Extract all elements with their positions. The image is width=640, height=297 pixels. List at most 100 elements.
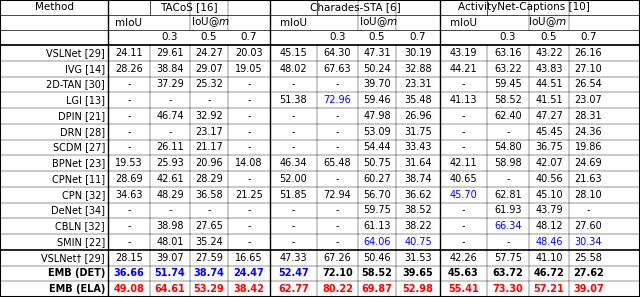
Text: 69.87: 69.87 — [362, 284, 392, 294]
Text: 48.12: 48.12 — [535, 221, 563, 231]
Text: 30.19: 30.19 — [404, 48, 432, 58]
Text: 24.47: 24.47 — [234, 268, 264, 278]
Text: -: - — [336, 205, 339, 215]
Text: -: - — [127, 79, 131, 89]
Text: 20.96: 20.96 — [195, 158, 223, 168]
Text: 21.25: 21.25 — [235, 189, 263, 200]
Text: 46.34: 46.34 — [280, 158, 307, 168]
Text: 2D-TAN [30]: 2D-TAN [30] — [46, 79, 105, 89]
Text: 43.79: 43.79 — [535, 205, 563, 215]
Text: 62.81: 62.81 — [494, 189, 522, 200]
Text: 26.96: 26.96 — [404, 111, 432, 121]
Text: 47.33: 47.33 — [280, 253, 307, 263]
Text: LGI [13]: LGI [13] — [66, 95, 105, 105]
Text: 42.07: 42.07 — [535, 158, 563, 168]
Text: 45.63: 45.63 — [448, 268, 479, 278]
Text: 0.3: 0.3 — [162, 32, 179, 42]
Text: -: - — [461, 237, 465, 247]
Text: 38.84: 38.84 — [156, 64, 184, 74]
Text: 51.38: 51.38 — [280, 95, 307, 105]
Text: 25.93: 25.93 — [156, 158, 184, 168]
Text: -: - — [336, 142, 339, 152]
Text: IoU@$m$: IoU@$m$ — [528, 16, 567, 29]
Text: -: - — [461, 221, 465, 231]
Text: -: - — [127, 95, 131, 105]
Text: 38.74: 38.74 — [193, 268, 225, 278]
Text: DeNet [34]: DeNet [34] — [51, 205, 105, 215]
Text: 39.07: 39.07 — [573, 284, 604, 294]
Text: 31.53: 31.53 — [404, 253, 432, 263]
Text: 19.53: 19.53 — [115, 158, 143, 168]
Text: EMB (ELA): EMB (ELA) — [49, 284, 105, 294]
Text: 61.13: 61.13 — [364, 221, 391, 231]
Text: 50.24: 50.24 — [363, 64, 391, 74]
Text: 26.54: 26.54 — [575, 79, 602, 89]
Text: -: - — [127, 142, 131, 152]
Text: 23.07: 23.07 — [575, 95, 602, 105]
Text: 46.74: 46.74 — [156, 111, 184, 121]
Text: 62.77: 62.77 — [278, 284, 309, 294]
Text: -: - — [207, 95, 211, 105]
Text: 41.51: 41.51 — [535, 95, 563, 105]
Text: -: - — [336, 79, 339, 89]
Text: 45.10: 45.10 — [535, 189, 563, 200]
Text: -: - — [168, 205, 172, 215]
Text: 0.5: 0.5 — [369, 32, 385, 42]
Text: 54.44: 54.44 — [363, 142, 391, 152]
Text: 67.26: 67.26 — [324, 253, 351, 263]
Text: 80.22: 80.22 — [322, 284, 353, 294]
Text: 36.62: 36.62 — [404, 189, 432, 200]
Text: 27.60: 27.60 — [575, 221, 602, 231]
Text: 57.21: 57.21 — [534, 284, 564, 294]
Text: 34.63: 34.63 — [115, 189, 143, 200]
Text: -: - — [127, 111, 131, 121]
Text: mIoU: mIoU — [115, 18, 143, 28]
Text: mIoU: mIoU — [450, 18, 477, 28]
Text: -: - — [168, 127, 172, 137]
Text: VSLNet [29]: VSLNet [29] — [46, 48, 105, 58]
Text: 58.98: 58.98 — [494, 158, 522, 168]
Text: 36.66: 36.66 — [114, 268, 145, 278]
Text: 56.70: 56.70 — [363, 189, 391, 200]
Text: -: - — [292, 237, 295, 247]
Text: DRN [28]: DRN [28] — [60, 127, 105, 137]
Text: -: - — [506, 174, 509, 184]
Text: 72.94: 72.94 — [324, 189, 351, 200]
Text: 0.5: 0.5 — [541, 32, 557, 42]
Text: 63.22: 63.22 — [494, 64, 522, 74]
Text: 60.27: 60.27 — [363, 174, 391, 184]
Text: -: - — [336, 237, 339, 247]
Text: 62.40: 62.40 — [494, 111, 522, 121]
Text: 58.52: 58.52 — [362, 268, 392, 278]
Text: 61.93: 61.93 — [494, 205, 522, 215]
Text: 38.74: 38.74 — [404, 174, 432, 184]
Text: 42.61: 42.61 — [156, 174, 184, 184]
Text: 46.72: 46.72 — [534, 268, 564, 278]
Text: EMB (DET): EMB (DET) — [47, 268, 105, 278]
Text: 0.5: 0.5 — [201, 32, 217, 42]
Text: 35.24: 35.24 — [195, 237, 223, 247]
Text: -: - — [247, 142, 251, 152]
Text: 64.06: 64.06 — [364, 237, 391, 247]
Text: 57.75: 57.75 — [494, 253, 522, 263]
Text: -: - — [127, 237, 131, 247]
Text: 73.30: 73.30 — [493, 284, 524, 294]
Text: 72.10: 72.10 — [322, 268, 353, 278]
Text: 21.17: 21.17 — [195, 142, 223, 152]
Text: 52.98: 52.98 — [403, 284, 433, 294]
Text: ActivityNet-Captions [10]: ActivityNet-Captions [10] — [458, 2, 590, 12]
Text: -: - — [247, 79, 251, 89]
Text: 28.29: 28.29 — [195, 174, 223, 184]
Text: CPNet [11]: CPNet [11] — [52, 174, 105, 184]
Text: -: - — [336, 174, 339, 184]
Text: 66.34: 66.34 — [494, 221, 522, 231]
Text: 65.48: 65.48 — [324, 158, 351, 168]
Text: 45.45: 45.45 — [535, 127, 563, 137]
Text: -: - — [292, 79, 295, 89]
Text: -: - — [247, 111, 251, 121]
Text: -: - — [127, 205, 131, 215]
Text: 55.41: 55.41 — [448, 284, 479, 294]
Text: -: - — [168, 95, 172, 105]
Text: 44.51: 44.51 — [535, 79, 563, 89]
Text: -: - — [292, 205, 295, 215]
